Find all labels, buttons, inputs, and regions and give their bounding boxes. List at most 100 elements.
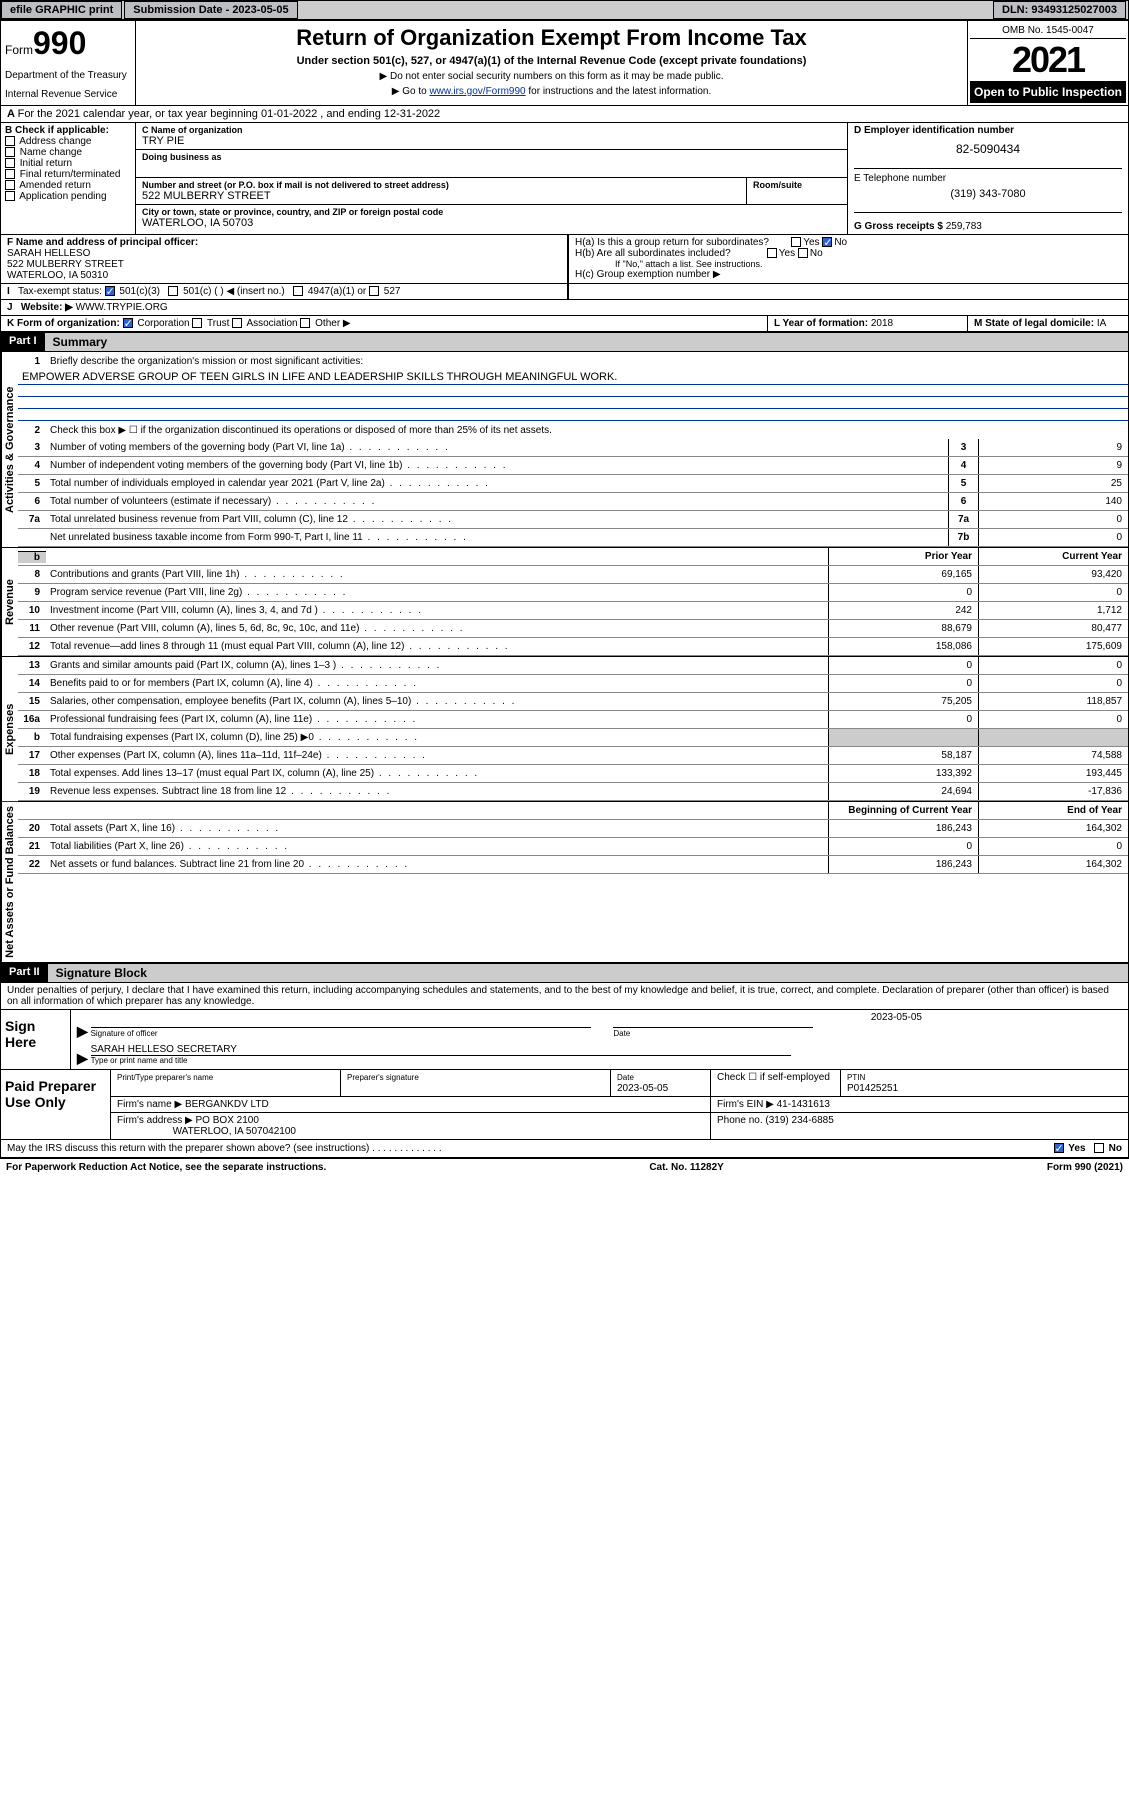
527-checkbox[interactable]	[369, 286, 379, 296]
begin-value: 0	[828, 838, 978, 855]
prior-value: 88,679	[828, 620, 978, 637]
inspection-badge: Open to Public Inspection	[970, 81, 1126, 103]
form-number: 990	[33, 25, 86, 61]
4947-checkbox[interactable]	[293, 286, 303, 296]
submission-date-button[interactable]: Submission Date - 2023-05-05	[124, 1, 297, 19]
form-header: Form990 Department of the Treasury Inter…	[1, 21, 1128, 106]
prior-value: 69,165	[828, 566, 978, 583]
dept-treasury: Department of the Treasury	[5, 70, 131, 81]
footer-mid: Cat. No. 11282Y	[649, 1162, 723, 1173]
current-value: 0	[978, 711, 1128, 728]
end-value: 164,302	[978, 856, 1128, 873]
signer-name: SARAH HELLESO SECRETARY	[91, 1044, 237, 1055]
prep-date: 2023-05-05	[617, 1083, 668, 1094]
officer-addr1: 522 MULBERRY STREET	[7, 259, 124, 270]
other-checkbox[interactable]	[300, 318, 310, 328]
firm-name: BERGANKDV LTD	[185, 1099, 269, 1110]
hb-yes-checkbox[interactable]	[767, 248, 777, 258]
perjury-declaration: Under penalties of perjury, I declare th…	[1, 983, 1128, 1010]
gov-value: 140	[978, 493, 1128, 510]
footer-left: For Paperwork Reduction Act Notice, see …	[6, 1162, 326, 1173]
gov-value: 9	[978, 457, 1128, 474]
part2-title: Signature Block	[48, 964, 1128, 982]
begin-value: 186,243	[828, 856, 978, 873]
501c3-checkbox[interactable]	[105, 286, 115, 296]
state-domicile: IA	[1097, 318, 1106, 329]
part1-header: Part I	[1, 333, 45, 351]
dln-button[interactable]: DLN: 93493125027003	[993, 1, 1126, 19]
ssn-note: ▶ Do not enter social security numbers o…	[144, 71, 959, 82]
colb-checkbox[interactable]	[5, 147, 15, 157]
corp-checkbox[interactable]	[123, 318, 133, 328]
part2-header: Part II	[1, 964, 48, 982]
trust-checkbox[interactable]	[192, 318, 202, 328]
city-state-zip: WATERLOO, IA 50703	[142, 217, 841, 229]
footer-right: Form 990 (2021)	[1047, 1162, 1123, 1173]
form-prefix: Form	[5, 43, 33, 57]
gross-receipts: 259,783	[946, 221, 982, 232]
column-b-checkboxes: B Check if applicable: Address change Na…	[1, 123, 136, 234]
assoc-checkbox[interactable]	[232, 318, 242, 328]
part1-title: Summary	[45, 333, 1128, 351]
prior-value: 58,187	[828, 747, 978, 764]
sign-here-label: Sign Here	[1, 1010, 71, 1069]
prior-value: 0	[828, 711, 978, 728]
current-value: 175,609	[978, 638, 1128, 655]
irs-label: Internal Revenue Service	[5, 89, 131, 100]
prior-value	[828, 729, 978, 746]
current-value: 93,420	[978, 566, 1128, 583]
colb-checkbox[interactable]	[5, 158, 15, 168]
colb-checkbox[interactable]	[5, 169, 15, 179]
prior-value: 0	[828, 584, 978, 601]
current-value: 80,477	[978, 620, 1128, 637]
end-value: 0	[978, 838, 1128, 855]
prior-value: 133,392	[828, 765, 978, 782]
governance-label: Activities & Governance	[1, 352, 18, 547]
paid-preparer-label: Paid Preparer Use Only	[1, 1070, 111, 1139]
gov-value: 0	[978, 529, 1128, 546]
top-toolbar: efile GRAPHIC print Submission Date - 20…	[0, 0, 1129, 20]
ha-yes-checkbox[interactable]	[791, 237, 801, 247]
prior-value: 0	[828, 675, 978, 692]
form-container: Form990 Department of the Treasury Inter…	[0, 20, 1129, 1159]
tax-year: 2021	[970, 39, 1126, 81]
colb-checkbox[interactable]	[5, 136, 15, 146]
firm-ein: 41-1431613	[777, 1099, 830, 1110]
link-note: ▶ Go to www.irs.gov/Form990 for instruct…	[144, 86, 959, 97]
year-formation: 2018	[871, 318, 893, 329]
expenses-label: Expenses	[1, 657, 18, 801]
hb-no-checkbox[interactable]	[798, 248, 808, 258]
sig-date-val: 2023-05-05	[77, 1012, 1122, 1023]
prior-value: 242	[828, 602, 978, 619]
prior-value: 75,205	[828, 693, 978, 710]
501c-checkbox[interactable]	[168, 286, 178, 296]
discuss-yes-checkbox[interactable]	[1054, 1143, 1064, 1153]
ein-value: 82-5090434	[854, 142, 1122, 156]
website-url: WWW.TRYPIE.ORG	[76, 302, 168, 313]
firm-addr2: WATERLOO, IA 507042100	[173, 1126, 296, 1137]
org-name: TRY PIE	[142, 135, 841, 147]
officer-addr2: WATERLOO, IA 50310	[7, 270, 108, 281]
row-a-tax-year: A For the 2021 calendar year, or tax yea…	[1, 106, 1128, 123]
officer-name: SARAH HELLESO	[7, 248, 90, 259]
colb-checkbox[interactable]	[5, 180, 15, 190]
ha-no-checkbox[interactable]	[822, 237, 832, 247]
column-d-contact: D Employer identification number82-50904…	[848, 123, 1128, 234]
netassets-label: Net Assets or Fund Balances	[1, 802, 18, 962]
current-value: 0	[978, 675, 1128, 692]
column-c-org-info: C Name of organizationTRY PIE Doing busi…	[136, 123, 848, 234]
current-value: 193,445	[978, 765, 1128, 782]
ptin: P01425251	[847, 1083, 898, 1094]
revenue-label: Revenue	[1, 548, 18, 656]
efile-button[interactable]: efile GRAPHIC print	[1, 1, 122, 19]
discuss-no-checkbox[interactable]	[1094, 1143, 1104, 1153]
current-value: 1,712	[978, 602, 1128, 619]
form-title: Return of Organization Exempt From Incom…	[144, 25, 959, 51]
form-subtitle: Under section 501(c), 527, or 4947(a)(1)…	[144, 55, 959, 67]
gov-value: 9	[978, 439, 1128, 456]
end-value: 164,302	[978, 820, 1128, 837]
colb-checkbox[interactable]	[5, 191, 15, 201]
irs-link[interactable]: www.irs.gov/Form990	[429, 86, 525, 97]
omb-number: OMB No. 1545-0047	[970, 23, 1126, 39]
gov-value: 0	[978, 511, 1128, 528]
